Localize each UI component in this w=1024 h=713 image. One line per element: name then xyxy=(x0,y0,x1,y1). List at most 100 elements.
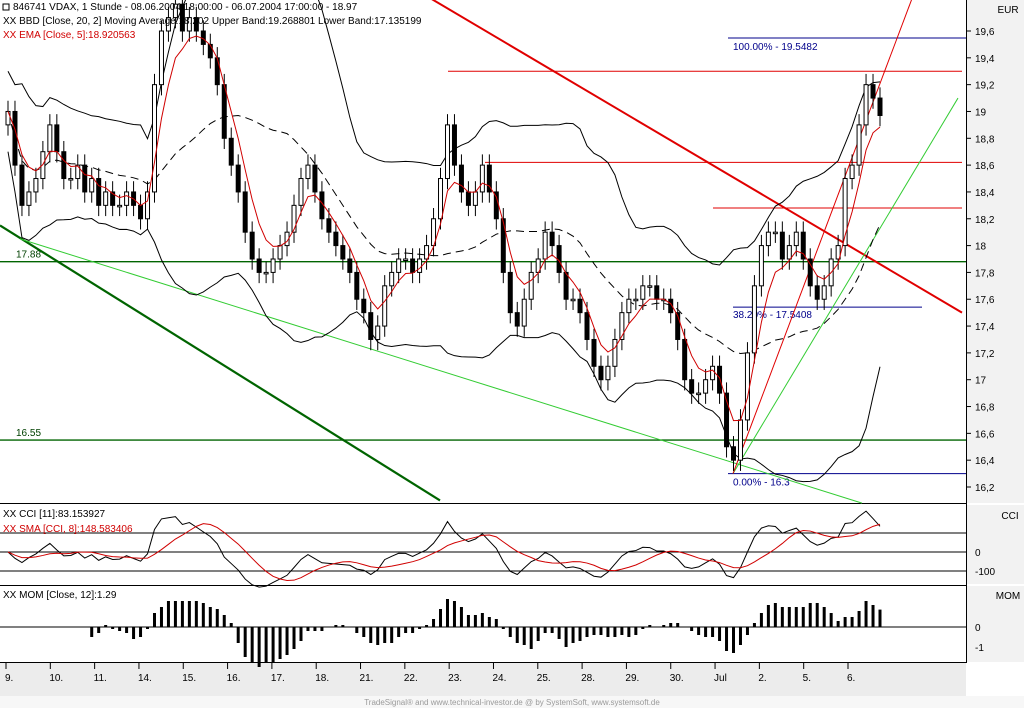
candle-body xyxy=(26,191,32,206)
candle-body xyxy=(640,285,646,300)
candle-body xyxy=(458,164,464,193)
mom-legend: XX MOM [Close, 12]:1.29 xyxy=(3,590,117,601)
momentum-bar xyxy=(571,627,575,643)
price-tick-label: 17 xyxy=(975,376,987,387)
momentum-bar xyxy=(529,627,533,649)
candle-body xyxy=(19,164,25,206)
candle-body xyxy=(654,285,660,300)
candle-body xyxy=(668,298,674,314)
momentum-bar xyxy=(166,601,170,627)
time-tick-label: 2. xyxy=(758,673,766,684)
candle-body xyxy=(598,365,604,381)
candle-body xyxy=(54,124,60,153)
candle-body xyxy=(612,338,618,367)
momentum-bar xyxy=(222,615,226,627)
momentum-bar xyxy=(613,627,617,637)
time-tick-label: 5. xyxy=(803,673,811,684)
mom-axis-label: MOM xyxy=(996,591,1020,602)
candle-body xyxy=(68,178,74,181)
candle-body xyxy=(563,271,569,300)
header-title: 846741 VDAX, 1 Stunde - 08.06.2004 18:00… xyxy=(13,2,358,13)
momentum-bar xyxy=(208,607,212,627)
price-tick-label: 17,8 xyxy=(975,268,995,279)
momentum-bar xyxy=(578,627,582,641)
momentum-bar xyxy=(766,605,770,627)
candle-body xyxy=(179,3,185,32)
candle-body xyxy=(33,178,39,193)
momentum-bar xyxy=(299,627,303,641)
candle-body xyxy=(263,271,269,275)
candle-body xyxy=(235,164,241,193)
candle-body xyxy=(165,17,171,32)
momentum-bar xyxy=(669,623,673,627)
candle-body xyxy=(542,231,548,260)
price-tick-label: 18,2 xyxy=(975,215,995,226)
momentum-bar xyxy=(194,601,198,627)
candle-body xyxy=(633,298,639,302)
candle-body xyxy=(877,97,883,116)
candle-body xyxy=(375,325,381,340)
candle-body xyxy=(444,124,450,180)
momentum-bar xyxy=(383,627,387,643)
candle-body xyxy=(242,191,248,233)
momentum-bar xyxy=(697,627,701,635)
momentum-bar xyxy=(243,627,247,657)
momentum-bar xyxy=(494,619,498,627)
momentum-bar xyxy=(48,627,52,628)
candle-body xyxy=(12,110,18,166)
momentum-bar xyxy=(320,627,324,631)
momentum-bar xyxy=(285,627,289,655)
momentum-bar xyxy=(480,613,484,627)
momentum-bar xyxy=(599,627,603,635)
momentum-bar xyxy=(292,627,296,649)
candle-body xyxy=(835,245,841,260)
candle-body xyxy=(465,191,471,206)
momentum-bar xyxy=(187,601,191,627)
momentum-bar xyxy=(829,613,833,627)
momentum-bar xyxy=(404,627,408,633)
cci-sma-legend: XX SMA [CCI, 8]:148.583406 xyxy=(3,524,133,535)
candle-body xyxy=(417,258,423,273)
candle-body xyxy=(403,258,409,261)
momentum-histogram xyxy=(6,599,882,667)
momentum-bar xyxy=(801,607,805,627)
candle-body xyxy=(382,285,388,327)
series-marker xyxy=(2,3,10,11)
candle-body xyxy=(82,164,88,193)
price-panel xyxy=(0,0,966,503)
candles xyxy=(5,0,883,471)
candle-body xyxy=(814,285,820,300)
candle-body xyxy=(842,178,848,247)
cci-sma-line xyxy=(7,523,881,581)
price-tick-label: 17,2 xyxy=(975,349,995,360)
ema-line xyxy=(7,35,881,422)
time-tick-labels: 9. 10. 11. 14. 15. 16. 17. 18. 21. 22. 23. 24. 25. 28… xyxy=(5,663,855,684)
price-tick-label: 19 xyxy=(975,107,987,118)
moving-average xyxy=(7,111,881,355)
time-tick-label: 21. xyxy=(360,673,374,684)
candle-body xyxy=(849,164,855,180)
time-axis xyxy=(0,663,966,696)
candle-body xyxy=(186,17,192,32)
candle-body xyxy=(396,258,402,273)
momentum-bar xyxy=(508,627,512,637)
momentum-bar xyxy=(90,627,94,637)
momentum-bar xyxy=(34,627,38,628)
momentum-bar xyxy=(341,625,345,627)
momentum-bar xyxy=(111,627,115,629)
momentum-bar xyxy=(466,615,470,627)
time-tick-label: 16. xyxy=(227,673,241,684)
momentum-bar xyxy=(278,627,282,659)
candle-body xyxy=(424,245,430,260)
momentum-bar xyxy=(564,627,568,647)
momentum-bar xyxy=(313,627,317,631)
trend-line xyxy=(732,0,913,474)
support-level-label: 16.55 xyxy=(16,428,41,439)
candle-body xyxy=(312,164,318,193)
momentum-bar xyxy=(173,601,177,627)
momentum-bar xyxy=(152,613,156,627)
momentum-bar xyxy=(808,603,812,627)
candle-body xyxy=(354,271,360,300)
candle-body xyxy=(298,178,304,206)
momentum-bar xyxy=(690,627,694,631)
